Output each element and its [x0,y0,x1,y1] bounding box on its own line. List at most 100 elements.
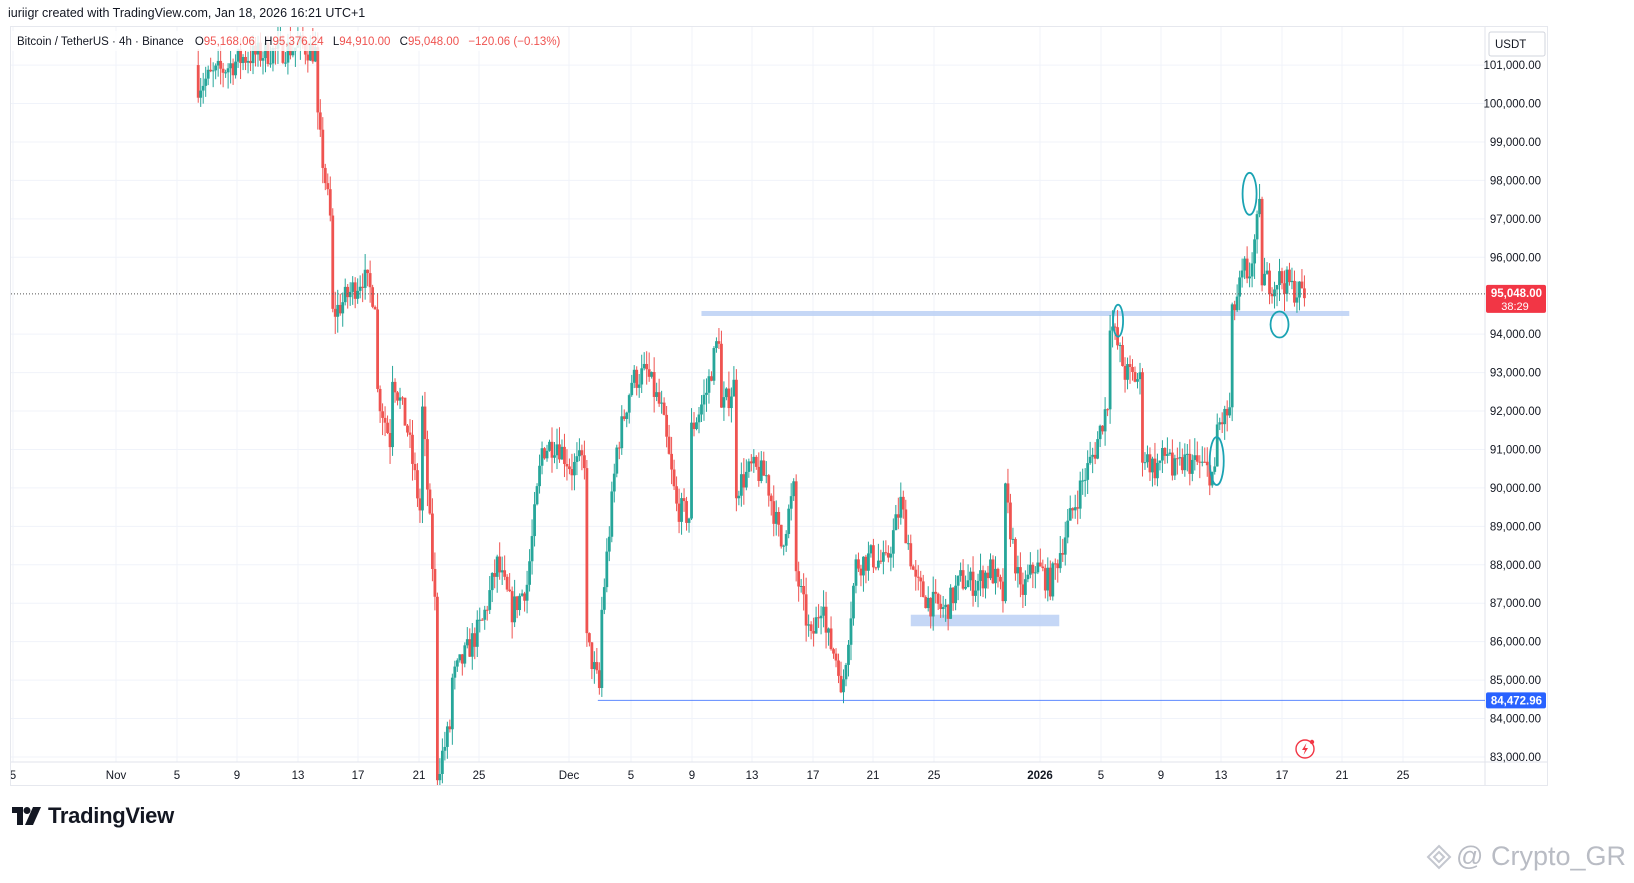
candle [568,458,571,475]
price-tick-label: 91,000.00 [1490,444,1541,456]
candle [1161,440,1164,473]
candle [1255,210,1259,254]
candle-body [889,553,893,558]
candle-body [1078,480,1082,509]
candle-body [680,498,683,522]
candle [732,366,736,397]
candle [1233,300,1237,321]
candle [1146,445,1149,468]
candle [1101,425,1105,435]
currency-selector[interactable] [1488,31,1546,57]
candle [911,564,915,571]
candle-body [720,343,723,408]
candle [1076,490,1080,525]
candle [570,453,574,491]
candle [493,559,497,589]
candle-body [371,287,375,307]
candle [939,594,943,618]
candle [1126,357,1129,390]
candle [1136,372,1139,389]
candle [346,284,350,309]
candle [1123,357,1127,393]
candle-body [321,129,325,168]
candle-body [560,446,564,460]
candle [1243,256,1247,280]
candle-body [216,60,220,66]
pen-mark-jan15-top [1241,171,1258,216]
candle-body [1138,372,1142,380]
date-tick-label: 17 [352,770,365,782]
candle [812,617,816,647]
candle-body [1014,538,1017,574]
candle-body [1071,508,1075,511]
price-tick-label: 101,000.00 [1483,60,1541,72]
candle [864,554,868,584]
candle-body [214,65,218,71]
candle [744,459,748,491]
candle [737,490,741,506]
candle-body [1168,452,1172,455]
candle-body [939,603,943,610]
candle [391,365,394,456]
candle [1188,439,1192,486]
candle [1156,453,1159,487]
candle [710,371,713,382]
candle-body [657,392,661,404]
candle-body [597,670,601,688]
candle [426,430,429,507]
candle [941,595,945,618]
candle-body [921,581,925,597]
date-tick-label: 5 [628,770,634,782]
candle-body [488,590,492,610]
candle [326,173,330,196]
candle [204,66,208,97]
candle-body [306,54,310,61]
candle [353,277,357,309]
legend: Bitcoin / TetherUS · 4h · Binance O95,16… [17,36,561,48]
candle [488,576,492,615]
candle-body [1093,454,1097,459]
price-tick-label: 96,000.00 [1490,252,1541,264]
candle [1263,257,1266,286]
candle-body [528,561,531,585]
candle [1303,275,1306,307]
candle-body [592,662,596,670]
price-tick-label: 98,000.00 [1490,175,1541,187]
chart-area[interactable]: 83,000.00 84,000.00 85,000.00 86,000.00 87,0… [10,23,1548,795]
candle-body [388,432,392,448]
candle-body [852,585,855,619]
tradingview-logo[interactable]: TradingView [12,803,174,829]
pen-mark-jan16 [1269,310,1290,339]
candle [495,554,499,593]
lightning-icon[interactable] [1295,739,1315,759]
candle [465,627,469,649]
candle-body [670,453,673,470]
current-price-tag [1486,284,1546,313]
candle [214,63,218,80]
candle [1009,493,1012,548]
candle-body [1106,409,1109,411]
date-tick-label: 25 [1397,770,1410,782]
candle [749,454,753,472]
candle-body [1018,567,1022,585]
price-chart[interactable]: 83,000.00 84,000.00 85,000.00 86,000.00 87,0… [10,23,1547,795]
candle-body [348,291,352,298]
date-tick-label: Nov [106,770,127,782]
candle-body [443,746,447,751]
candle-body [204,78,208,86]
candle-body [1228,407,1232,416]
candle [767,474,771,507]
candle-body [862,556,865,576]
candle-body [1175,458,1179,460]
tradingview-logo-icon [12,807,41,825]
candle [475,610,479,658]
candle [787,504,791,539]
date-tick-label: Dec [559,770,580,782]
candle [956,575,960,601]
candle [580,444,584,471]
candle [1190,454,1194,482]
legend-close: 95,048.00 [408,36,459,48]
candle [1141,368,1144,477]
candle [1143,452,1147,470]
candle-body [1290,280,1294,283]
